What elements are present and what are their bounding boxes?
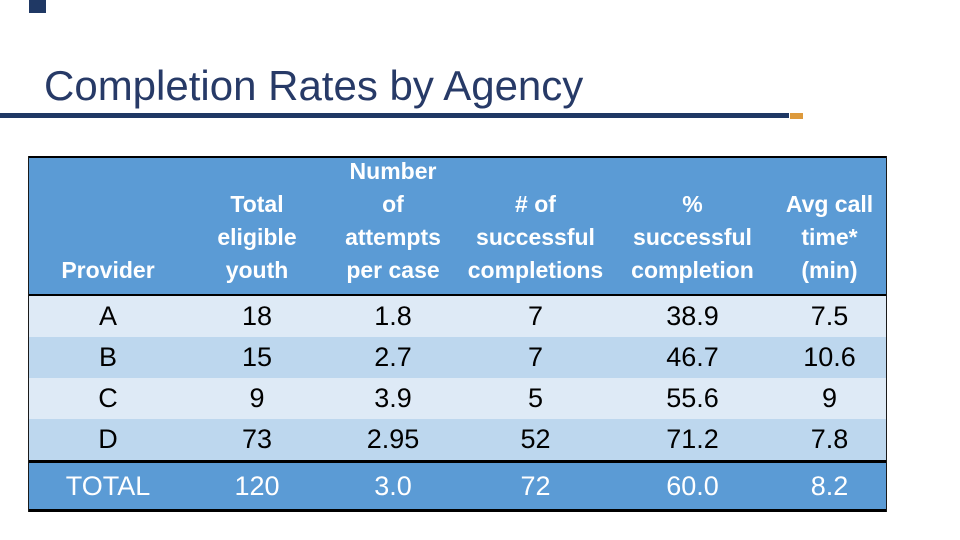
- cell-completions: 5: [527, 383, 544, 413]
- cell-provider: A: [98, 301, 117, 331]
- cell-pct: 38.9: [666, 301, 719, 331]
- cell-pct: 71.2: [666, 424, 719, 454]
- title-underline: [0, 113, 789, 118]
- total-top-border: [29, 460, 886, 463]
- total-attempts: 3.0: [374, 470, 412, 501]
- completion-rates-table: Provider Total eligible youth Number of …: [28, 156, 887, 512]
- table-row-provider-c: C 9 3.9 5 55.6 9: [29, 378, 886, 419]
- header-cell-total-eligible: Total eligible youth: [217, 191, 297, 283]
- cell-attempts: 3.9: [374, 383, 412, 413]
- cell-eligible: 18: [241, 301, 273, 331]
- cell-avg-time: 10.6: [803, 342, 856, 372]
- cell-provider: D: [98, 424, 118, 454]
- table-top-border: [29, 156, 886, 158]
- cell-eligible: 9: [249, 383, 265, 413]
- cell-provider: C: [98, 383, 118, 413]
- header-bottom-border: [29, 294, 886, 296]
- cell-avg-time: 9: [821, 383, 838, 413]
- table-row-provider-b: B 15 2.7 7 46.7 10.6: [29, 337, 886, 378]
- table-row-provider-a: A 18 1.8 7 38.9 7.5: [29, 296, 886, 337]
- header-cell-completions: # of successful completions: [467, 191, 604, 283]
- cell-provider: B: [98, 342, 117, 372]
- cell-completions: 7: [527, 301, 544, 331]
- cell-completions: 7: [527, 342, 544, 372]
- header-cell-pct-completion: % successful completion: [631, 191, 754, 283]
- slide-edge-marker: [29, 0, 46, 13]
- cell-avg-time: 7.8: [810, 424, 849, 454]
- cell-attempts: 1.8: [374, 301, 412, 331]
- title-underline-accent-dash: [790, 113, 803, 119]
- total-eligible: 120: [234, 470, 280, 501]
- total-completions: 72: [520, 470, 551, 501]
- table-row-provider-d: D 73 2.95 52 71.2 7.8: [29, 419, 886, 460]
- cell-pct: 55.6: [666, 383, 719, 413]
- cell-avg-time: 7.5: [810, 301, 849, 331]
- cell-attempts: 2.95: [366, 424, 420, 454]
- total-label: TOTAL: [65, 470, 151, 501]
- cell-attempts: 2.7: [374, 342, 412, 372]
- header-cell-avg-call-time: Avg call time* (min): [785, 191, 874, 283]
- table-bottom-border: [29, 509, 886, 512]
- cell-eligible: 73: [241, 424, 273, 454]
- cell-eligible: 15: [241, 342, 273, 372]
- header-cell-provider: Provider: [61, 257, 155, 283]
- header-cell-attempts: Number of attempts per case: [345, 158, 441, 283]
- table-total-row: TOTAL 120 3.0 72 60.0 8.2: [29, 463, 886, 509]
- table-header-row: Provider Total eligible youth Number of …: [29, 158, 886, 294]
- cell-pct: 46.7: [666, 342, 719, 372]
- total-avg-time: 8.2: [810, 470, 849, 501]
- cell-completions: 52: [520, 424, 551, 454]
- page-title: Completion Rates by Agency: [44, 62, 584, 109]
- total-pct: 60.0: [666, 470, 719, 501]
